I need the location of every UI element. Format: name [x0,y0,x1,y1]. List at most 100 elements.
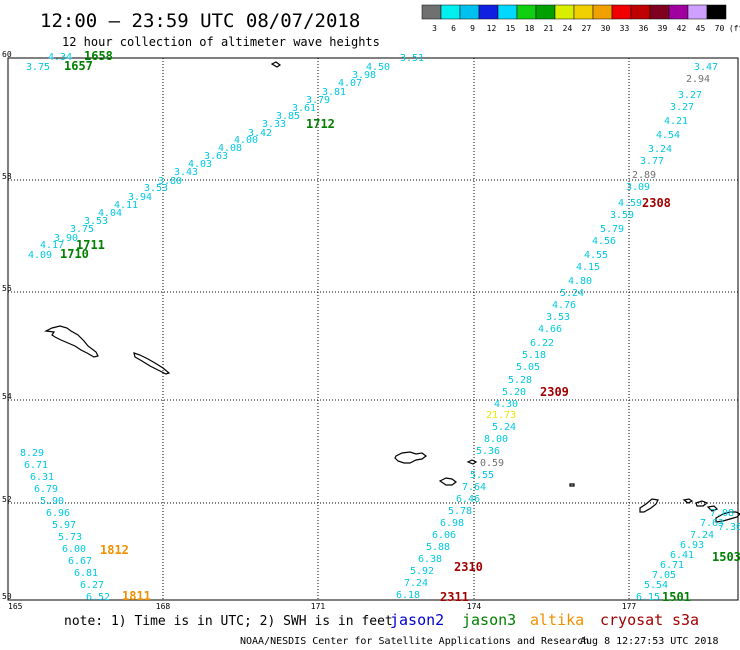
swh-value-label: 7.36 [718,522,740,533]
swh-value-label: 2.94 [686,74,710,85]
swh-value-label: 4.59 [618,198,642,209]
legend-swatch [649,4,670,20]
swh-value-label: 5.28 [508,375,532,386]
swh-value-label: 21.73 [486,410,516,421]
altimeter-tracks: 3.754.344.094.173.903.753.534.044.113.94… [20,52,740,603]
swh-value-label: 3.61 [292,103,316,114]
swh-value-label: 6.31 [30,472,54,483]
pass-time-label: 1501 [662,590,691,604]
swh-value-label: 3.53 [144,183,168,194]
lon-label: 171 [311,602,326,611]
lat-label: 58 [2,172,12,181]
legend-swatch [554,4,575,20]
swh-value-label: 6.41 [670,550,694,561]
swh-value-label: 5.36 [476,446,500,457]
swh-value-label: 3.75 [26,62,50,73]
swh-value-label: 3.27 [670,102,694,113]
coastline-kamchatka-tip [270,61,282,68]
pass-time-label: 1812 [100,543,129,557]
swh-value-label: 6.52 [86,592,110,603]
swh-value-label: 6.15 [636,592,660,603]
swh-value-label: 6.79 [34,484,58,495]
lat-label: 56 [2,284,12,293]
legend-label: 15 [506,24,516,33]
swh-value-label: 6.98 [440,518,464,529]
swh-value-label: 6.67 [68,556,92,567]
coastline-attu-island [394,451,427,464]
legend-swatch [573,4,594,20]
swh-value-label: 4.08 [218,143,242,154]
pass-time-label: 2310 [454,560,483,574]
pass-time-label: 2309 [540,385,569,399]
swh-value-label: 3.24 [648,144,672,155]
swh-value-label: 5.88 [426,542,450,553]
swh-value-label: 3.85 [276,111,300,122]
legend-label: 39 [658,24,668,33]
pass-time-label: 1712 [306,117,335,131]
legend-label: 18 [525,24,535,33]
swh-value-label: 3.80 [158,176,182,187]
map-subtitle: 12 hour collection of altimeter wave hei… [62,35,380,49]
swh-value-label: 4.11 [114,200,138,211]
swh-value-label: 3.47 [694,62,718,73]
swh-value-label: 6.00 [62,544,86,555]
swh-value-label: 8.00 [484,434,508,445]
lat-label: 54 [2,392,12,401]
footer-note: note: 1) Time is in UTC; 2) SWH is in fe… [64,614,393,629]
legend-swatch [516,4,537,20]
swh-value-label: 4.04 [98,208,122,219]
swh-value-label: 3.75 [70,224,94,235]
coastline-buldir-island [569,483,575,487]
swh-value-label: 5.78 [448,506,472,517]
swh-value-label: 4.09 [28,250,52,261]
pass-time-label: 2311 [440,590,469,604]
swh-value-label: 4.54 [656,130,680,141]
swh-value-label: 6.18 [396,590,420,601]
swh-value-label: 4.21 [664,116,688,127]
swh-value-label: 7.24 [404,578,428,589]
legend-label: 70 [715,24,725,33]
swh-value-label: 3.53 [84,216,108,227]
lon-label: 168 [156,602,171,611]
legend-swatch [535,4,556,20]
coastline-amchitka-island [715,511,740,523]
swh-value-label: 3.79 [306,95,330,106]
legend-label: 3 [432,24,437,33]
coastline-commander-bering-island [43,325,99,358]
swh-value-label: 6.38 [418,554,442,565]
swh-value-label: 4.80 [568,276,592,287]
legend-label: 36 [639,24,649,33]
swh-value-label: 4.66 [538,324,562,335]
swh-value-label: 3.51 [400,53,424,64]
swh-value-label: 4.30 [494,399,518,410]
lon-label: 177 [622,602,637,611]
satellite-name-jason2: jason2 [390,611,444,629]
swh-value-label: 6.27 [80,580,104,591]
swh-value-label: 6.93 [680,540,704,551]
swh-value-label: 5.79 [600,224,624,235]
swh-value-label: 4.50 [366,62,390,73]
legend-label: 9 [470,24,475,33]
legend-label: 12 [487,24,497,33]
coastline-medny-island [133,352,171,375]
satellite-name-cryosat: cryosat [600,611,663,629]
pass-time-label: 1503 [712,550,740,564]
legend-label: 6 [451,24,456,33]
legend-label: 27 [582,24,592,33]
swh-value-label: 5.24 [560,288,584,299]
pass-time-label: 2308 [642,196,671,210]
map-frame [7,57,739,601]
legend-swatch [611,4,632,20]
satellite-name-altika: altika [530,611,584,629]
lon-label: 174 [467,602,482,611]
legend-swatch [440,4,461,20]
swh-value-label: 5.24 [492,422,516,433]
swh-value-label: 4.17 [40,240,64,251]
lat-label: 50 [2,592,12,601]
legend-swatch [592,4,613,20]
swh-value-label: 3.33 [262,119,286,130]
swh-value-label: 3.09 [626,182,650,193]
swh-value-label: 6.71 [24,460,48,471]
swh-value-label: 3.77 [640,156,664,167]
